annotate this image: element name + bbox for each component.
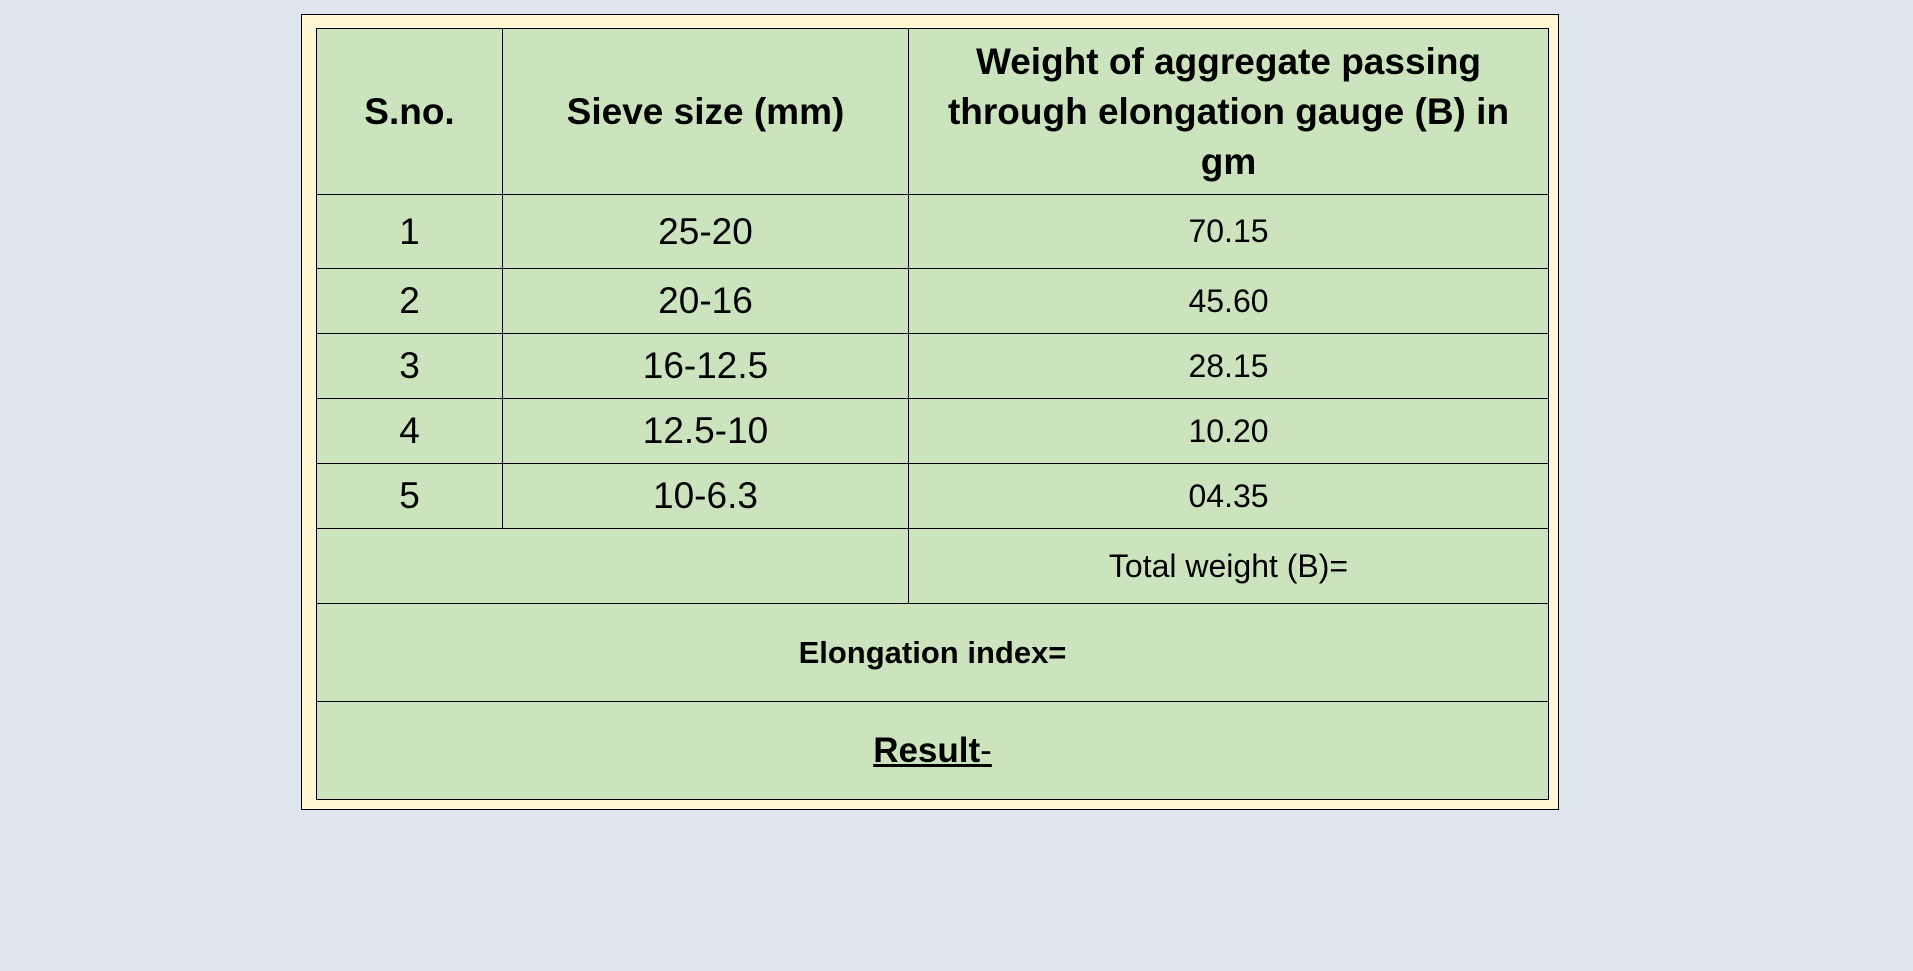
- result-label: Result: [873, 730, 981, 770]
- cell-sieve-size: 20-16: [502, 268, 909, 334]
- total-weight-label: Total weight (B)=: [908, 528, 1549, 604]
- total-blank-cell: [316, 528, 909, 604]
- elongation-index-row: Elongation index=: [316, 603, 1549, 702]
- cell-sieve-size: 12.5-10: [502, 398, 909, 464]
- cell-weight: 04.35: [908, 463, 1549, 529]
- cell-sieve-size: 16-12.5: [502, 333, 909, 399]
- cell-weight: 10.20: [908, 398, 1549, 464]
- cell-sieve-size: 10-6.3: [502, 463, 909, 529]
- header-sieve-size: Sieve size (mm): [502, 28, 909, 195]
- table-row: 2 20-16 45.60: [316, 268, 1549, 334]
- cell-sno: 3: [316, 333, 503, 399]
- cell-sieve-size: 25-20: [502, 194, 909, 269]
- cell-weight: 70.15: [908, 194, 1549, 269]
- cell-weight: 45.60: [908, 268, 1549, 334]
- elongation-index-label: Elongation index=: [316, 603, 1549, 702]
- cell-weight: 28.15: [908, 333, 1549, 399]
- result-cell: Result-: [316, 701, 1549, 800]
- table-row: 4 12.5-10 10.20: [316, 398, 1549, 464]
- cell-sno: 2: [316, 268, 503, 334]
- total-row: Total weight (B)=: [316, 528, 1549, 604]
- result-row: Result-: [316, 701, 1549, 800]
- cell-sno: 1: [316, 194, 503, 269]
- result-dash: -: [980, 730, 992, 770]
- cell-sno: 5: [316, 463, 503, 529]
- cell-sno: 4: [316, 398, 503, 464]
- table-row: 1 25-20 70.15: [316, 194, 1549, 269]
- elongation-table: S.no. Sieve size (mm) Weight of aggregat…: [316, 28, 1549, 800]
- header-sno: S.no.: [316, 28, 503, 195]
- header-row: S.no. Sieve size (mm) Weight of aggregat…: [316, 28, 1549, 195]
- table-row: 5 10-6.3 04.35: [316, 463, 1549, 529]
- header-weight: Weight of aggregate passing through elon…: [908, 28, 1549, 195]
- table-row: 3 16-12.5 28.15: [316, 333, 1549, 399]
